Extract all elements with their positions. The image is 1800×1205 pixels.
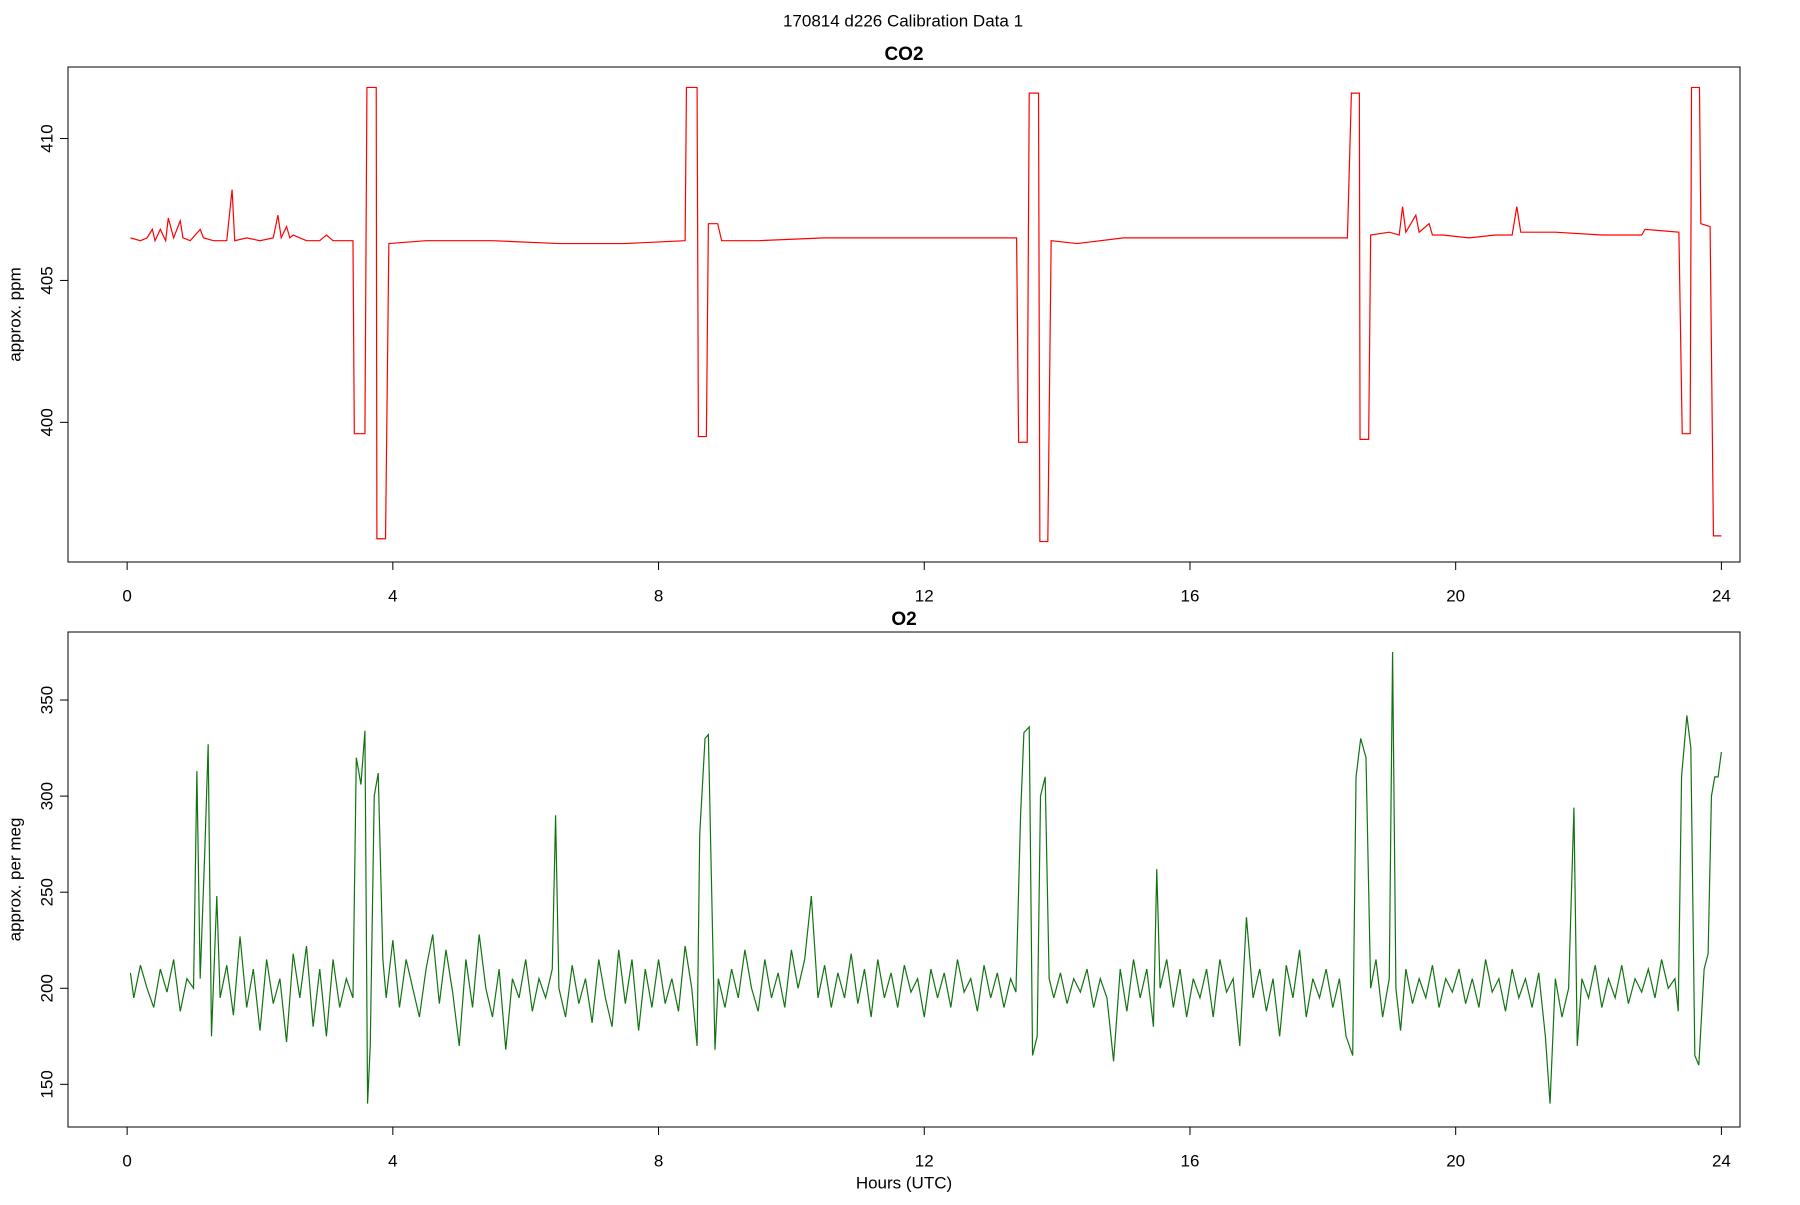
- y-tick-label: 250: [37, 878, 56, 906]
- plot-frame: [67, 631, 1741, 1128]
- x-tick-label: 4: [388, 586, 397, 605]
- plot-frame: [67, 66, 1741, 563]
- x-tick-label: 24: [1712, 586, 1731, 605]
- x-tick-label: 20: [1446, 1151, 1465, 1170]
- x-axis-label: Hours (UTC): [856, 1173, 952, 1192]
- x-tick-label: 16: [1181, 1151, 1200, 1170]
- y-tick-label: 300: [37, 782, 56, 810]
- chart-title: CO2: [884, 44, 923, 65]
- y-tick-label: 405: [37, 266, 56, 294]
- x-tick-label: 0: [122, 1151, 131, 1170]
- data-line: [129, 651, 1722, 1104]
- y-axis-label: approx. per meg: [5, 818, 24, 942]
- data-line: [130, 86, 1722, 543]
- x-tick-label: 4: [388, 1151, 397, 1170]
- x-tick-label: 16: [1181, 586, 1200, 605]
- x-tick-label: 20: [1446, 586, 1465, 605]
- x-tick-label: 12: [915, 586, 934, 605]
- y-tick-label: 200: [37, 974, 56, 1002]
- x-tick-label: 12: [915, 1151, 934, 1170]
- y-tick-label: 400: [37, 408, 56, 436]
- x-tick-label: 8: [654, 1151, 663, 1170]
- figure-title: 170814 d226 Calibration Data 1: [783, 11, 1023, 30]
- y-axis-label: approx. ppm: [5, 267, 24, 362]
- y-tick-label: 410: [37, 124, 56, 152]
- x-tick-label: 24: [1712, 1151, 1731, 1170]
- y-tick-label: 150: [37, 1070, 56, 1098]
- chart-title: O2: [891, 609, 916, 630]
- y-tick-label: 350: [37, 686, 56, 714]
- x-tick-label: 0: [122, 586, 131, 605]
- x-tick-label: 8: [654, 586, 663, 605]
